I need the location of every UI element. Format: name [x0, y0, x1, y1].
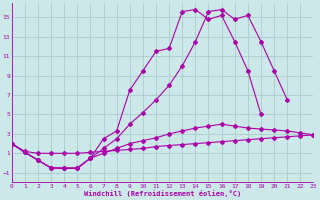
- X-axis label: Windchill (Refroidissement éolien,°C): Windchill (Refroidissement éolien,°C): [84, 190, 241, 197]
